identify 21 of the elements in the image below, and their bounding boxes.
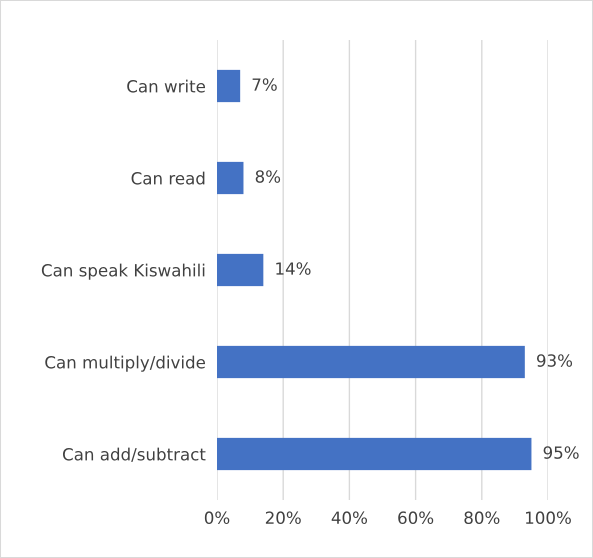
x-tick-label: 60% bbox=[398, 511, 434, 524]
x-tick-label: 80% bbox=[464, 511, 500, 524]
x-tick-label: 20% bbox=[266, 511, 301, 524]
y-tick-label: Can read bbox=[132, 172, 204, 185]
data-label: 14% bbox=[276, 262, 311, 275]
data-label: 7% bbox=[252, 78, 277, 91]
bar bbox=[217, 162, 244, 194]
y-tick-label: Can speak Kiswahili bbox=[42, 264, 204, 280]
x-tick-label: 100% bbox=[526, 511, 571, 524]
y-tick-label: Can write bbox=[127, 80, 206, 93]
bar bbox=[217, 70, 240, 102]
data-label: 8% bbox=[256, 170, 280, 183]
bar bbox=[217, 346, 525, 378]
x-tick-label: 40% bbox=[332, 511, 367, 524]
bar bbox=[217, 438, 532, 470]
data-label: 93% bbox=[536, 354, 572, 367]
x-tick-label: 0% bbox=[204, 511, 230, 524]
data-label: 95% bbox=[544, 446, 579, 459]
y-tick-label: Can add/subtract bbox=[63, 448, 206, 462]
y-tick-label: Can multiply/divide bbox=[45, 356, 205, 372]
bar bbox=[217, 254, 264, 286]
